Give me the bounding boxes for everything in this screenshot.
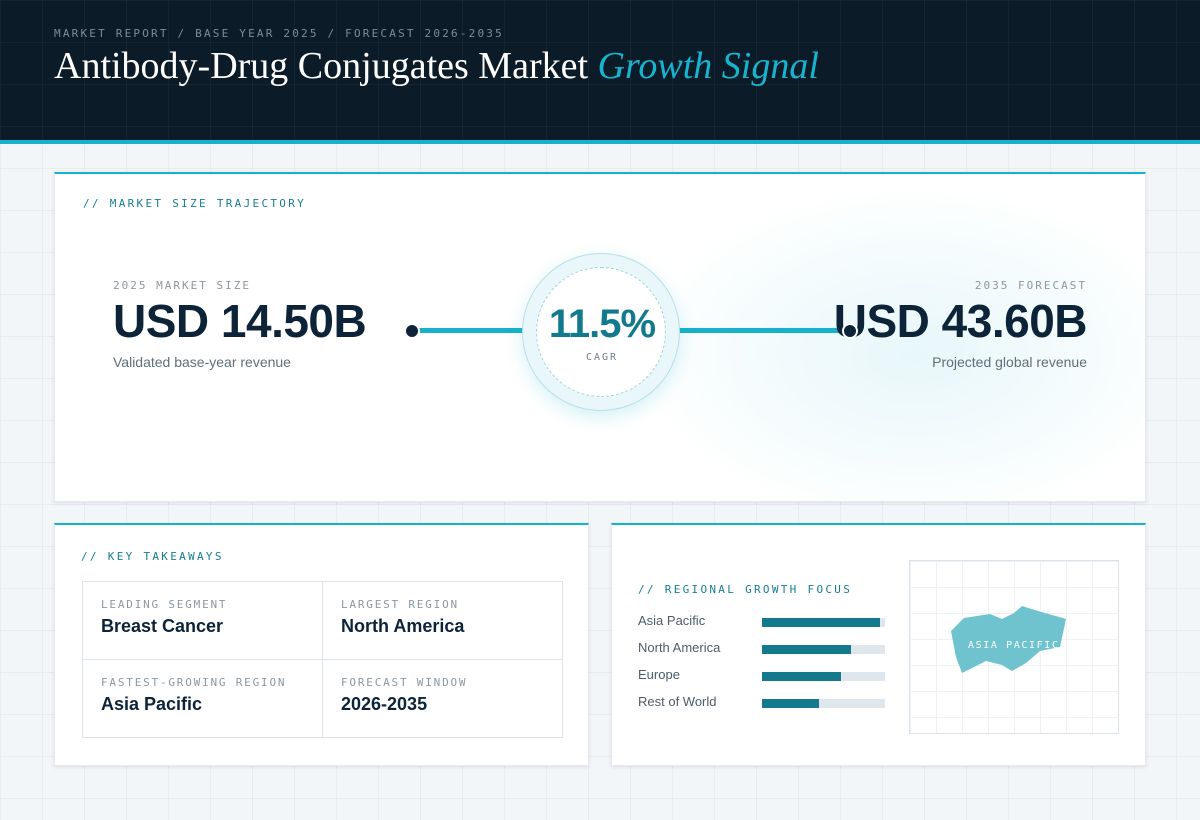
region-name: North America xyxy=(638,640,721,655)
region-row: Europe xyxy=(638,665,888,685)
cagr-label: CAGR xyxy=(585,352,619,363)
page-title: Antibody-Drug Conjugates Market Growth S… xyxy=(54,44,819,88)
regional-growth-card: // REGIONAL GROWTH FOCUS Asia Pacific No… xyxy=(611,523,1146,766)
map-label: ASIA PACIFIC xyxy=(968,640,1060,651)
takeaway-key: LARGEST REGION xyxy=(341,598,459,611)
takeaway-item: LEADING SEGMENT Breast Cancer xyxy=(83,582,323,660)
region-bar-track xyxy=(762,672,885,681)
breadcrumb: MARKET REPORT / BASE YEAR 2025 / FORECAS… xyxy=(54,27,504,40)
trajectory-start-node xyxy=(404,323,420,339)
page-title-accent: Growth Signal xyxy=(597,45,819,87)
takeaway-key: FORECAST WINDOW xyxy=(341,676,468,689)
stat-caption: Projected global revenue xyxy=(932,354,1087,370)
takeaway-item: LARGEST REGION North America xyxy=(323,582,563,660)
takeaways-grid: LEADING SEGMENT Breast Cancer LARGEST RE… xyxy=(82,581,563,738)
stat-value: USD 14.50B xyxy=(113,295,367,347)
stat-caption: Validated base-year revenue xyxy=(113,354,291,370)
region-row: North America xyxy=(638,638,888,658)
page-header: MARKET REPORT / BASE YEAR 2025 / FORECAS… xyxy=(0,0,1200,144)
stat-value: USD 43.60B xyxy=(833,295,1088,347)
region-map: ASIA PACIFIC xyxy=(909,560,1119,734)
takeaway-value: Breast Cancer xyxy=(101,616,224,636)
takeaway-value: Asia Pacific xyxy=(101,694,203,714)
trajectory-end-node xyxy=(842,323,858,339)
cagr-badge: 11.5% CAGR xyxy=(522,253,680,411)
cagr-inner-circle: 11.5% CAGR xyxy=(536,267,666,397)
region-name: Asia Pacific xyxy=(638,613,706,628)
region-bar-track xyxy=(762,699,885,708)
cagr-value: 11.5% xyxy=(548,302,656,346)
region-row: Asia Pacific xyxy=(638,611,888,631)
asia-pacific-map-shape xyxy=(951,606,1066,673)
stat-eyebrow: 2035 FORECAST xyxy=(974,279,1087,292)
stat-eyebrow: 2025 MARKET SIZE xyxy=(113,279,251,292)
page-title-main: Antibody-Drug Conjugates Market xyxy=(54,45,589,87)
region-bar-track xyxy=(762,645,885,654)
region-bar-fill xyxy=(762,699,819,708)
region-bar-track xyxy=(762,618,885,627)
market-size-trajectory-card: // MARKET SIZE TRAJECTORY 2025 MARKET SI… xyxy=(54,172,1146,502)
region-bar-fill xyxy=(762,645,851,654)
region-bar-fill xyxy=(762,672,841,681)
takeaway-key: LEADING SEGMENT xyxy=(101,598,228,611)
region-name: Rest of World xyxy=(638,694,717,709)
section-label: // KEY TAKEAWAYS xyxy=(81,550,224,563)
key-takeaways-card: // KEY TAKEAWAYS LEADING SEGMENT Breast … xyxy=(54,523,589,766)
takeaway-value: North America xyxy=(341,616,465,636)
background-glow xyxy=(635,184,1145,501)
region-row: Rest of World xyxy=(638,692,888,712)
region-bar-fill xyxy=(762,618,881,627)
region-name: Europe xyxy=(638,667,680,682)
section-label: // REGIONAL GROWTH FOCUS xyxy=(638,583,853,596)
asia-pacific-landmass xyxy=(951,606,1066,673)
takeaway-item: FORECAST WINDOW 2026-2035 xyxy=(323,660,563,738)
takeaway-value: 2026-2035 xyxy=(341,694,428,714)
section-label: // MARKET SIZE TRAJECTORY xyxy=(83,197,307,210)
takeaway-key: FASTEST-GROWING REGION xyxy=(101,676,287,689)
takeaway-item: FASTEST-GROWING REGION Asia Pacific xyxy=(83,660,323,738)
